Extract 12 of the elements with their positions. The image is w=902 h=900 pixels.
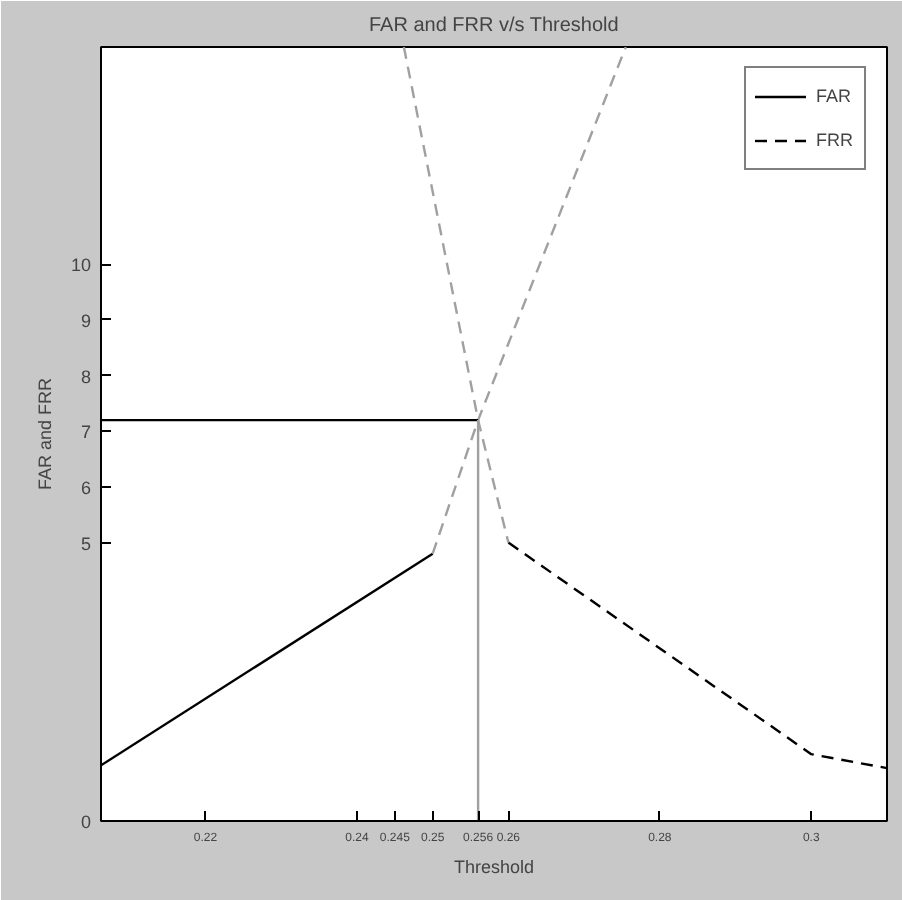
y-tick-label: 6 — [80, 477, 92, 498]
x-axis-title: Threshold — [453, 857, 535, 877]
y-tick-label: 10 — [70, 255, 92, 276]
legend-label: FRR — [816, 130, 855, 150]
y-tick-label: 0 — [80, 812, 92, 832]
chart-title: FAR and FRR v/s Threshold — [368, 15, 619, 37]
legend-label: FAR — [816, 86, 854, 106]
y-tick-label: 5 — [80, 533, 92, 554]
y-tick-label: 7 — [80, 422, 92, 443]
y-tick-label: 9 — [80, 310, 92, 331]
y-tick-label: 8 — [80, 366, 92, 387]
y-axis-title: FAR and FRR — [34, 376, 55, 491]
